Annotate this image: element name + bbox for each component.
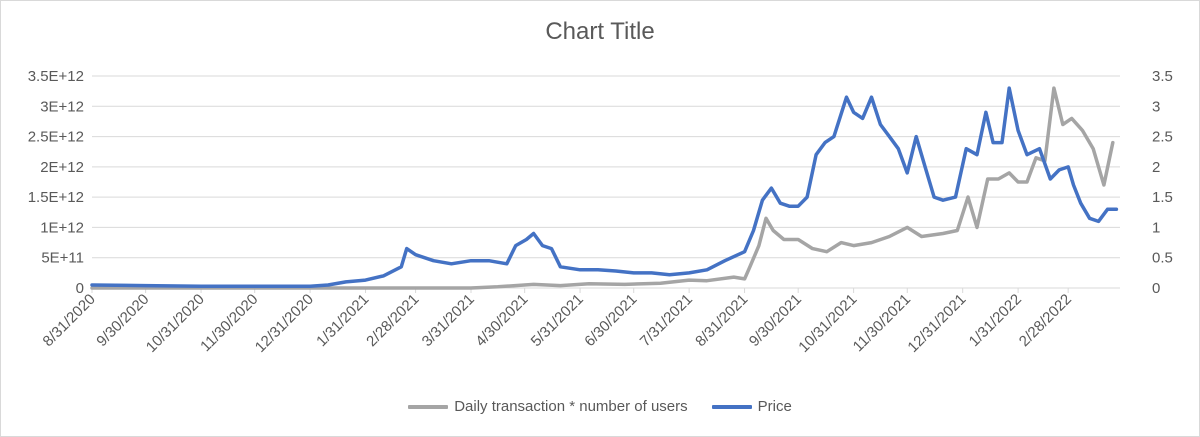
y-left-tick-label: 5E+11: [41, 250, 84, 267]
legend-item-price: Price: [711, 398, 792, 415]
y-right-tick-label: 1: [1152, 219, 1160, 236]
x-tick-label: 7/31/2021: [637, 291, 696, 350]
y-right-tick-label: 0: [1152, 280, 1160, 297]
y-left-tick-label: 2E+12: [40, 159, 84, 176]
x-tick-label: 10/31/2020: [143, 291, 208, 356]
x-tick-label: 6/30/2021: [581, 291, 640, 350]
x-tick-label: 5/31/2021: [528, 291, 587, 350]
x-tick-label: 11/30/2021: [850, 291, 914, 355]
series-line-transactions: [90, 86, 1115, 290]
legend-item-transactions: Daily transaction * number of users: [408, 398, 688, 415]
x-tick-label: 2/28/2022: [1016, 291, 1075, 350]
x-tick-label: 1/31/2022: [966, 291, 1025, 350]
y-right-tick-label: 3: [1152, 98, 1160, 115]
x-tick-label: 8/31/2021: [692, 291, 751, 350]
y-right-tick-label: 2.5: [1152, 129, 1173, 146]
series-line-price: [90, 86, 1119, 288]
legend-label-price: Price: [757, 398, 792, 415]
y-right-tick-label: 3.5: [1152, 68, 1173, 85]
x-tick-label: 1/31/2021: [313, 291, 372, 350]
x-tick-label: 12/31/2020: [252, 291, 317, 356]
y-left-tick-label: 3E+12: [40, 98, 84, 115]
y-left-tick-label: 1.5E+12: [28, 189, 84, 206]
y-right-tick-label: 1.5: [1152, 189, 1173, 206]
chart-legend: Daily transaction * number of users Pric…: [0, 398, 1200, 415]
y-right-tick-label: 0.5: [1152, 250, 1173, 267]
chart-title: Chart Title: [545, 18, 655, 45]
x-tick-label: 10/31/2021: [795, 291, 860, 356]
x-tick-label: 3/31/2021: [419, 291, 478, 350]
y-left-tick-label: 3.5E+12: [28, 68, 84, 85]
x-tick-label: 4/30/2021: [472, 291, 531, 350]
y-left-tick-label: 0: [76, 280, 84, 297]
legend-swatch-price: [711, 404, 752, 409]
y-left-tick-label: 1E+12: [40, 219, 84, 236]
y-left-tick-label: 2.5E+12: [28, 129, 84, 146]
x-tick-label: 11/30/2020: [197, 291, 261, 355]
x-tick-label: 2/28/2021: [363, 291, 422, 350]
legend-label-transactions: Daily transaction * number of users: [454, 398, 688, 415]
y-right-tick-label: 2: [1152, 159, 1160, 176]
x-tick-label: 12/31/2021: [904, 291, 969, 356]
x-tick-label: 8/31/2020: [40, 291, 99, 350]
legend-swatch-transactions: [408, 404, 449, 409]
x-tick-label: 9/30/2020: [93, 291, 152, 350]
x-tick-label: 9/30/2021: [746, 291, 805, 350]
